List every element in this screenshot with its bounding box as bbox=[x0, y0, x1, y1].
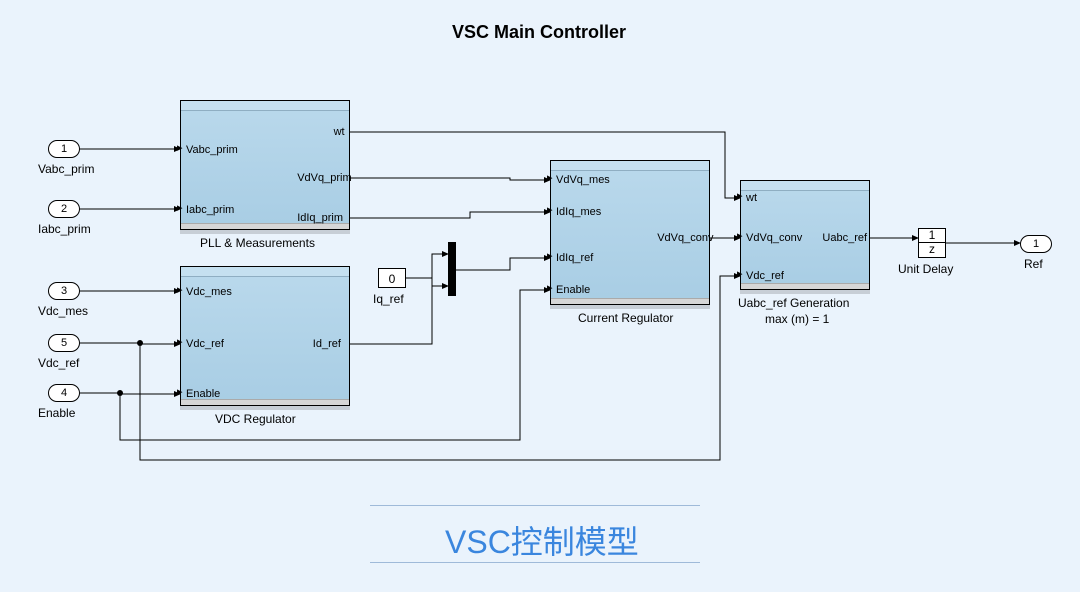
port-arrow-icon: ▸ bbox=[177, 283, 183, 296]
port-arrow-icon: ▸ bbox=[547, 171, 553, 184]
footer-rule-top bbox=[370, 505, 700, 506]
constant-label: Iq_ref bbox=[373, 292, 404, 306]
port-out-label: Uabc_ref bbox=[822, 232, 867, 244]
inport-4-label: Enable bbox=[38, 406, 75, 420]
port-in-label: Enable bbox=[556, 284, 590, 296]
port-in-label: Vdc_ref bbox=[746, 270, 784, 282]
outport-1-label: Ref bbox=[1024, 257, 1043, 271]
port-out-label: IdIq_prim bbox=[297, 212, 343, 224]
port-in-label: Vdc_mes bbox=[186, 286, 232, 298]
port-arrow-icon: ▸ bbox=[177, 335, 183, 348]
port-in-label: Enable bbox=[186, 388, 220, 400]
port-in-label: VdVq_mes bbox=[556, 174, 610, 186]
mux-block[interactable] bbox=[448, 242, 456, 296]
curr-block-label: Current Regulator bbox=[578, 311, 673, 325]
port-out-label: Id_ref bbox=[313, 338, 341, 350]
delay-label: Unit Delay bbox=[898, 262, 953, 276]
port-arrow-icon: ▸ bbox=[177, 385, 183, 398]
delay-num: 1 bbox=[919, 229, 945, 243]
port-arrow-icon: ▸ bbox=[737, 267, 743, 280]
port-in-label: wt bbox=[746, 192, 757, 204]
port-in-label: Iabc_prim bbox=[186, 204, 234, 216]
diagram-canvas: VSC Main Controller 1 Vabc_prim 2 Iabc_p… bbox=[0, 0, 1080, 592]
inport-3-label: Vdc_mes bbox=[38, 304, 88, 318]
pll-block-label: PLL & Measurements bbox=[200, 236, 315, 250]
inport-5-label: Vdc_ref bbox=[38, 356, 79, 370]
port-in-label: Vabc_prim bbox=[186, 144, 238, 156]
inport-1-label: Vabc_prim bbox=[38, 162, 94, 176]
inport-2: 2 bbox=[48, 200, 80, 218]
inport-4: 4 bbox=[48, 384, 80, 402]
port-in-label: IdIq_mes bbox=[556, 206, 601, 218]
port-in-label: IdIq_ref bbox=[556, 252, 593, 264]
port-arrow-icon: ▸ bbox=[737, 229, 743, 242]
constant-value: 0 bbox=[389, 272, 396, 286]
inport-5: 5 bbox=[48, 334, 80, 352]
inport-3: 3 bbox=[48, 282, 80, 300]
unit-delay-block[interactable]: 1 z bbox=[918, 228, 946, 258]
inport-1: 1 bbox=[48, 140, 80, 158]
port-arrow-icon: ▸ bbox=[737, 189, 743, 202]
port-arrow-icon: ▸ bbox=[177, 201, 183, 214]
port-arrow-icon: ▸ bbox=[547, 203, 553, 216]
port-arrow-icon: ▸ bbox=[547, 249, 553, 262]
port-arrow-icon: ▸ bbox=[547, 281, 553, 294]
uabc-block-label-2: max (m) = 1 bbox=[765, 312, 829, 326]
outport-1: 1 bbox=[1020, 235, 1052, 253]
vdc-block-label: VDC Regulator bbox=[215, 412, 296, 426]
wires-svg bbox=[0, 0, 1080, 592]
constant-iqref-block[interactable]: 0 bbox=[378, 268, 406, 288]
port-out-label: VdVq_conv bbox=[657, 232, 713, 244]
delay-den: z bbox=[919, 243, 945, 256]
port-out-label: VdVq_prim bbox=[297, 172, 351, 184]
footer-rule-bottom bbox=[370, 562, 700, 563]
uabc-block-label-1: Uabc_ref Generation bbox=[738, 296, 849, 310]
inport-2-label: Iabc_prim bbox=[38, 222, 91, 236]
footer-title: VSC控制模型 bbox=[445, 517, 639, 563]
port-out-label: wt bbox=[334, 126, 345, 138]
port-in-label: VdVq_conv bbox=[746, 232, 802, 244]
diagram-title: VSC Main Controller bbox=[452, 22, 626, 43]
port-in-label: Vdc_ref bbox=[186, 338, 224, 350]
port-arrow-icon: ▸ bbox=[177, 141, 183, 154]
